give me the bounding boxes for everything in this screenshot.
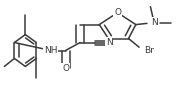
Text: O: O: [114, 8, 121, 17]
Text: NH: NH: [44, 46, 58, 55]
Text: O: O: [62, 64, 69, 73]
Text: N: N: [151, 18, 158, 27]
Text: Br: Br: [144, 46, 154, 55]
Text: N: N: [106, 38, 113, 47]
